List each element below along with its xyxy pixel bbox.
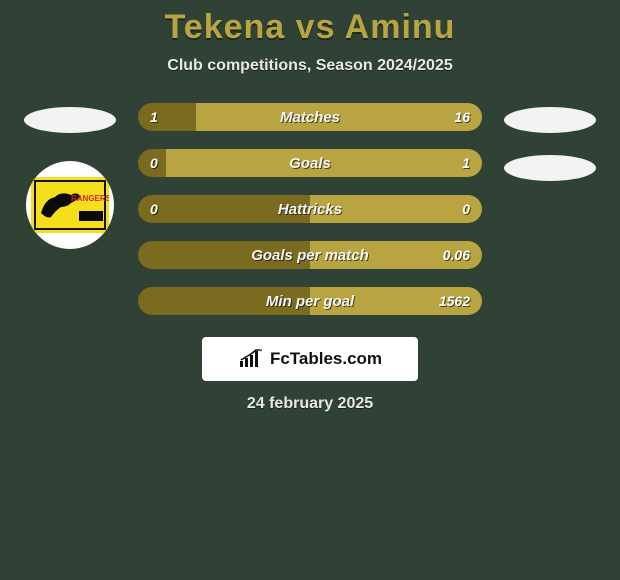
stat-bar: Goals per match0.06 xyxy=(138,241,482,269)
stat-bar: Goals0 1 xyxy=(138,149,482,177)
stat-value-left: 0 xyxy=(150,149,158,177)
page-subtitle: Club competitions, Season 2024/2025 xyxy=(167,57,452,75)
stat-bars: Matches116Goals01Hattricks00Goals per ma… xyxy=(138,103,482,315)
stat-label: Goals xyxy=(138,149,482,177)
stat-label: Goals per match xyxy=(138,241,482,269)
stat-value-right: 16 xyxy=(454,103,470,131)
player-photo-placeholder xyxy=(24,107,116,133)
stat-bar: Min per goal1562 xyxy=(138,287,482,315)
snapshot-date: 24 february 2025 xyxy=(247,395,373,413)
comparison-card: Tekena vs Aminu Club competitions, Seaso… xyxy=(0,0,620,413)
badge-text: RANGERS xyxy=(71,194,109,203)
stat-value-right: 0 xyxy=(462,195,470,223)
stat-label: Min per goal xyxy=(138,287,482,315)
brand-attribution[interactable]: FcTables.com xyxy=(202,337,418,381)
stat-value-right: 1562 xyxy=(439,287,470,315)
stat-value-left: 1 xyxy=(150,103,158,131)
player-photo-placeholder xyxy=(504,107,596,133)
left-player-col: RANGERS xyxy=(20,103,120,249)
fctables-icon xyxy=(238,349,264,369)
page-title: Tekena vs Aminu xyxy=(165,8,456,47)
right-player-col xyxy=(500,103,600,181)
stat-bar: Hattricks0 0 xyxy=(138,195,482,223)
brand-text: FcTables.com xyxy=(270,349,382,369)
stat-label: Hattricks xyxy=(138,195,482,223)
content-row: RANGERS Matches116Goals01Hattricks00Goal… xyxy=(0,103,620,315)
rangers-badge-icon: RANGERS xyxy=(31,177,109,233)
club-badge-left: RANGERS xyxy=(26,161,114,249)
stat-value-right: 0.06 xyxy=(443,241,470,269)
stat-bar: Matches1 16 xyxy=(138,103,482,131)
stat-label: Matches xyxy=(138,103,482,131)
stat-value-left: 0 xyxy=(150,195,158,223)
stat-value-right: 1 xyxy=(462,149,470,177)
club-badge-placeholder xyxy=(504,155,596,181)
